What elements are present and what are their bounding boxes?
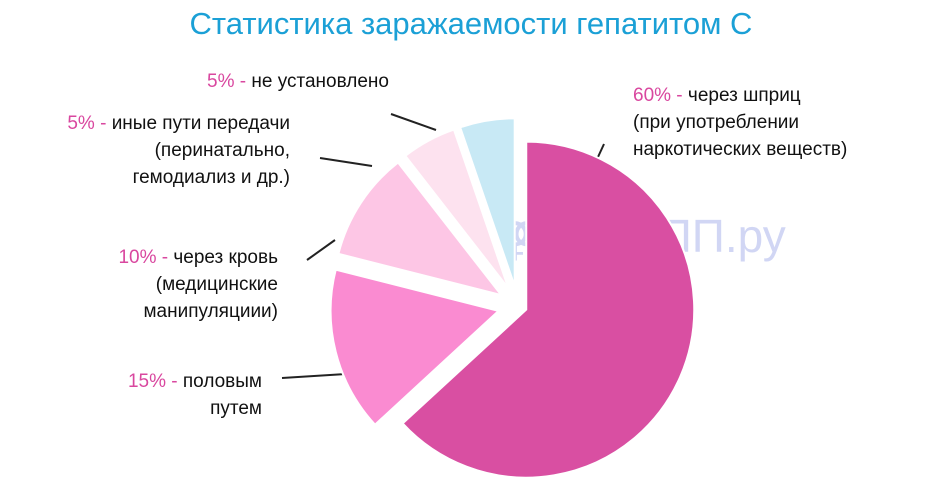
- category-label: через кровь (медицинские манипуляциии): [143, 247, 278, 322]
- value-label: 15% -: [127, 371, 178, 392]
- pie-slice: [458, 117, 516, 287]
- slice-label: 60% - через шприц (при употреблении нарк…: [633, 82, 847, 163]
- leader-line: [390, 113, 437, 131]
- leader-line: [281, 373, 347, 379]
- value-label: 10% -: [118, 247, 169, 268]
- pie-slice: [401, 140, 696, 479]
- category-label: через шприц (при употреблении наркотичес…: [633, 85, 848, 160]
- value-label: 5% -: [207, 71, 247, 92]
- pie-slice: [403, 128, 510, 290]
- chart-title: Статистика заражаемости гепатитом С: [189, 6, 753, 41]
- slice-label: 5% - иные пути передачи (перинатально, г…: [67, 110, 290, 191]
- leader-line: [306, 239, 336, 261]
- leader-line: [597, 143, 605, 158]
- value-label: 60% -: [633, 85, 683, 106]
- leader-lines: [281, 113, 605, 379]
- category-label: не установлено: [251, 71, 389, 92]
- leader-line: [319, 157, 373, 167]
- pie-slice: [337, 161, 504, 297]
- value-label: 5% -: [67, 113, 107, 134]
- slice-label: 5% - не установлено: [207, 68, 389, 95]
- slice-label: 15% - половым путем: [128, 368, 262, 422]
- pie-slice: [329, 268, 501, 427]
- slice-label: 10% - через кровь (медицинские манипуляц…: [118, 244, 278, 325]
- category-label: половым путем: [182, 371, 262, 419]
- category-label: иные пути передачи (перинатально, гемоди…: [111, 113, 290, 188]
